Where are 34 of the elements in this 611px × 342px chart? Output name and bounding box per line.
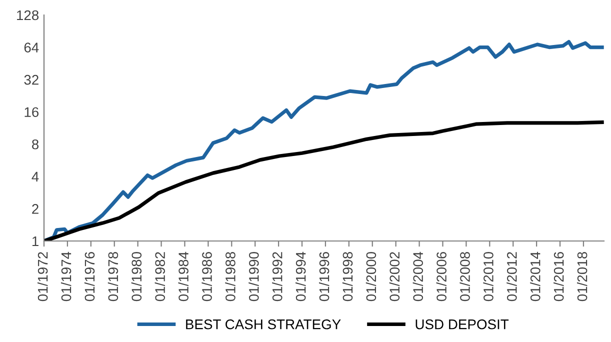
- x-tick-label: 01/1978: [108, 252, 118, 302]
- x-tick-label: 01/1972: [38, 252, 48, 302]
- x-tick-label: 01/1996: [318, 252, 330, 302]
- x-tick-label: 01/2008: [460, 252, 470, 302]
- x-tick-label: 01/1982: [154, 252, 166, 302]
- x-tick-label: 01/1984: [178, 252, 188, 302]
- y-tick-label: 2: [32, 204, 38, 214]
- x-tick-label: 01/2006: [436, 252, 446, 302]
- x-tick-label: 01/1976: [84, 252, 95, 302]
- y-tick-label: 16: [24, 107, 39, 118]
- x-tick-label: 01/1998: [342, 252, 353, 302]
- y-tick-label: 32: [24, 74, 38, 85]
- x-tick-label: 01/2014: [530, 252, 540, 302]
- y-tick-label: 128: [17, 10, 39, 20]
- x-tick-label: 01/2004: [412, 252, 424, 302]
- x-tick-label: 01/1990: [248, 252, 259, 302]
- x-tick-label: 01/1980: [131, 252, 142, 302]
- x-tick-label: 01/2016: [554, 252, 564, 302]
- x-tick-label: 01/2002: [389, 252, 400, 302]
- x-tick-label: 01/1992: [272, 252, 282, 302]
- x-tick-label: 01/2018: [577, 252, 588, 302]
- x-tick-label: 01/2012: [506, 252, 517, 302]
- x-tick-label: 01/1974: [60, 252, 72, 302]
- y-tick-label: 1: [32, 236, 38, 246]
- y-tick-label: 4: [32, 172, 39, 182]
- x-tick-label: 01/1988: [225, 252, 236, 302]
- x-tick-label: 01/1994: [296, 252, 306, 302]
- legend-label: BEST CASH STRATEGY: [186, 319, 341, 330]
- x-tick-label: 01/2010: [483, 252, 494, 302]
- x-tick-label: 01/1986: [202, 252, 212, 302]
- legend-label: USD DEPOSIT: [416, 319, 509, 330]
- x-tick-label: 01/2000: [366, 252, 376, 302]
- y-tick-label: 64: [24, 42, 39, 52]
- y-tick-label: 8: [32, 139, 39, 150]
